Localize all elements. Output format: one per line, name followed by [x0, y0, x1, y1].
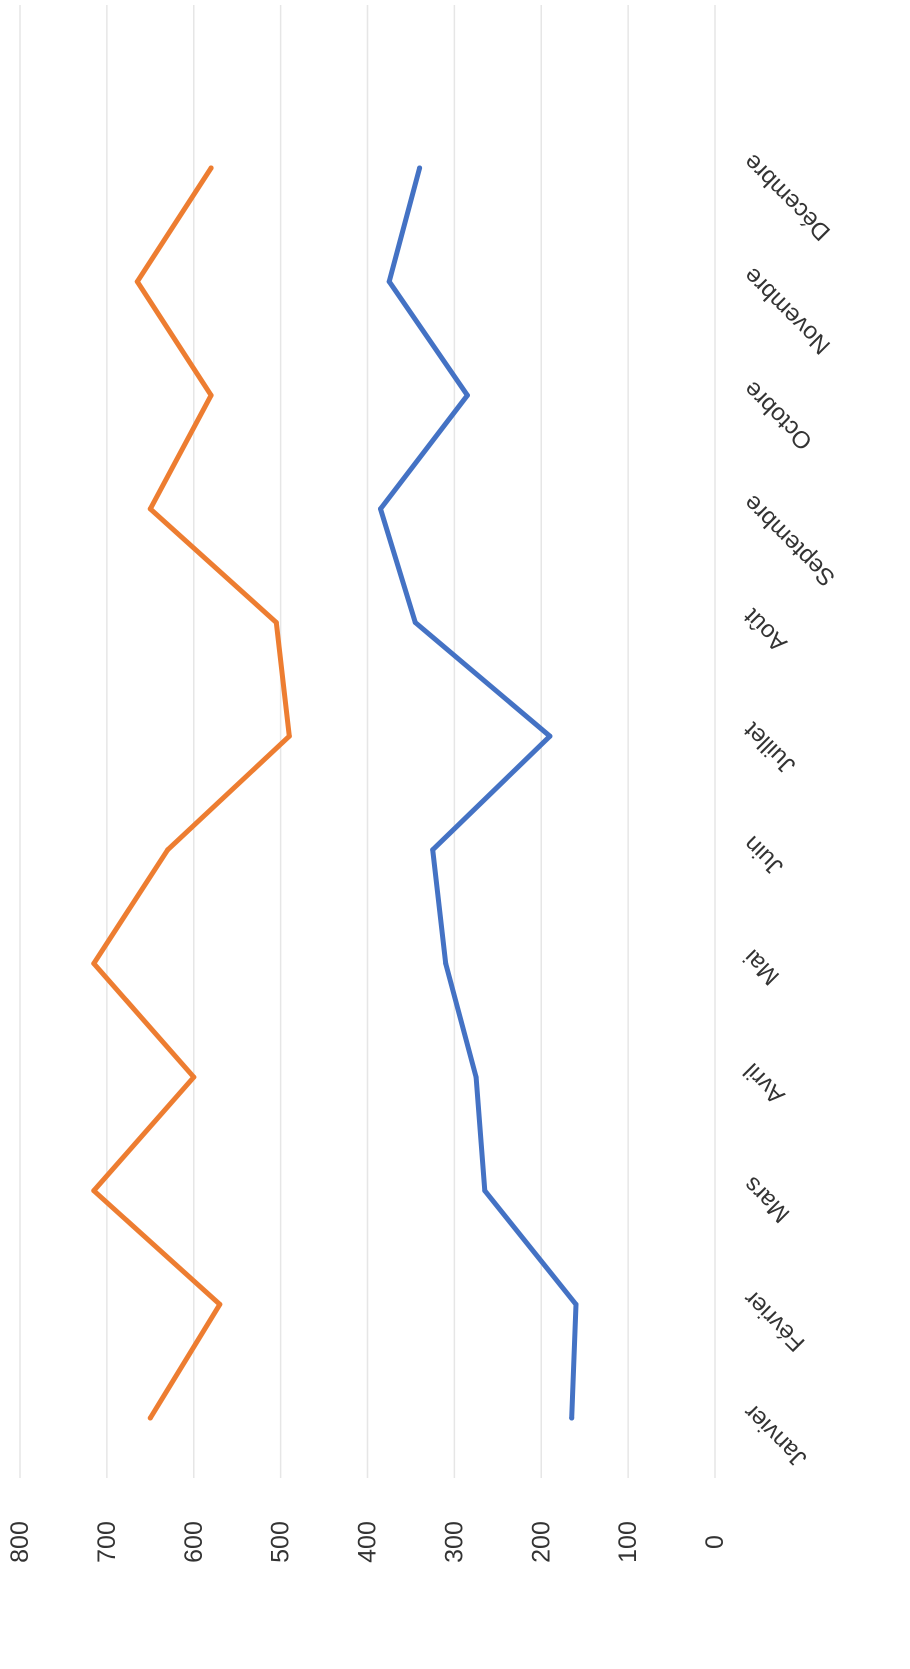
data-point: [208, 165, 214, 171]
y-tick-label: 100: [614, 1521, 642, 1563]
x-category-label: Juillet: [738, 716, 801, 779]
x-axis-categories: Janvier Février Mars Avril Mai Juin Juillet Aoû…: [738, 148, 840, 1472]
x-category-label: Décembre: [738, 148, 835, 245]
x-category-label: Janvier: [738, 1398, 812, 1472]
y-tick-label: 300: [440, 1521, 468, 1563]
data-point: [443, 961, 449, 966]
data-point: [147, 506, 153, 512]
data-point: [165, 847, 171, 853]
x-category-label: Septembre: [738, 489, 840, 591]
data-point: [473, 1074, 479, 1080]
y-tick-label: 200: [527, 1521, 555, 1563]
gridlines: [19, 5, 716, 1478]
x-category-label: Mars: [738, 1171, 795, 1228]
x-category-label: Août: [738, 603, 792, 657]
data-point: [573, 1301, 579, 1307]
series-line-1: [91, 165, 292, 1421]
x-category-label: Novembre: [738, 262, 835, 359]
y-tick-label: 500: [267, 1521, 295, 1563]
data-point: [464, 392, 470, 398]
series-lines: [91, 165, 579, 1421]
data-point: [273, 620, 279, 625]
y-tick-label: 0: [701, 1535, 729, 1549]
data-point: [430, 847, 436, 853]
data-point: [191, 1074, 197, 1080]
x-category-label: Juin: [738, 830, 788, 880]
data-point: [147, 1415, 153, 1421]
data-point: [208, 392, 214, 398]
data-point: [91, 961, 97, 966]
data-point: [378, 506, 383, 512]
data-point: [417, 165, 423, 171]
data-point: [286, 733, 292, 739]
data-point: [482, 1188, 488, 1194]
x-category-label: Octobre: [738, 376, 817, 455]
y-tick-label: 800: [6, 1521, 34, 1563]
data-point: [217, 1301, 223, 1307]
data-point: [134, 279, 140, 285]
y-tick-label: 600: [180, 1521, 208, 1563]
x-category-label: Avril: [738, 1058, 790, 1110]
data-point: [569, 1415, 575, 1421]
x-category-label: Février: [738, 1285, 810, 1357]
data-point: [412, 620, 418, 625]
data-point: [91, 1188, 97, 1194]
x-category-label: Mai: [738, 944, 784, 990]
y-tick-label: 400: [354, 1521, 382, 1563]
y-tick-label: 700: [93, 1521, 121, 1563]
y-axis-ticks: 0 100 200 300 400 500 600 700 800: [6, 1521, 729, 1563]
data-point: [386, 279, 392, 285]
series-line-2: [378, 165, 579, 1421]
data-point: [547, 733, 553, 739]
